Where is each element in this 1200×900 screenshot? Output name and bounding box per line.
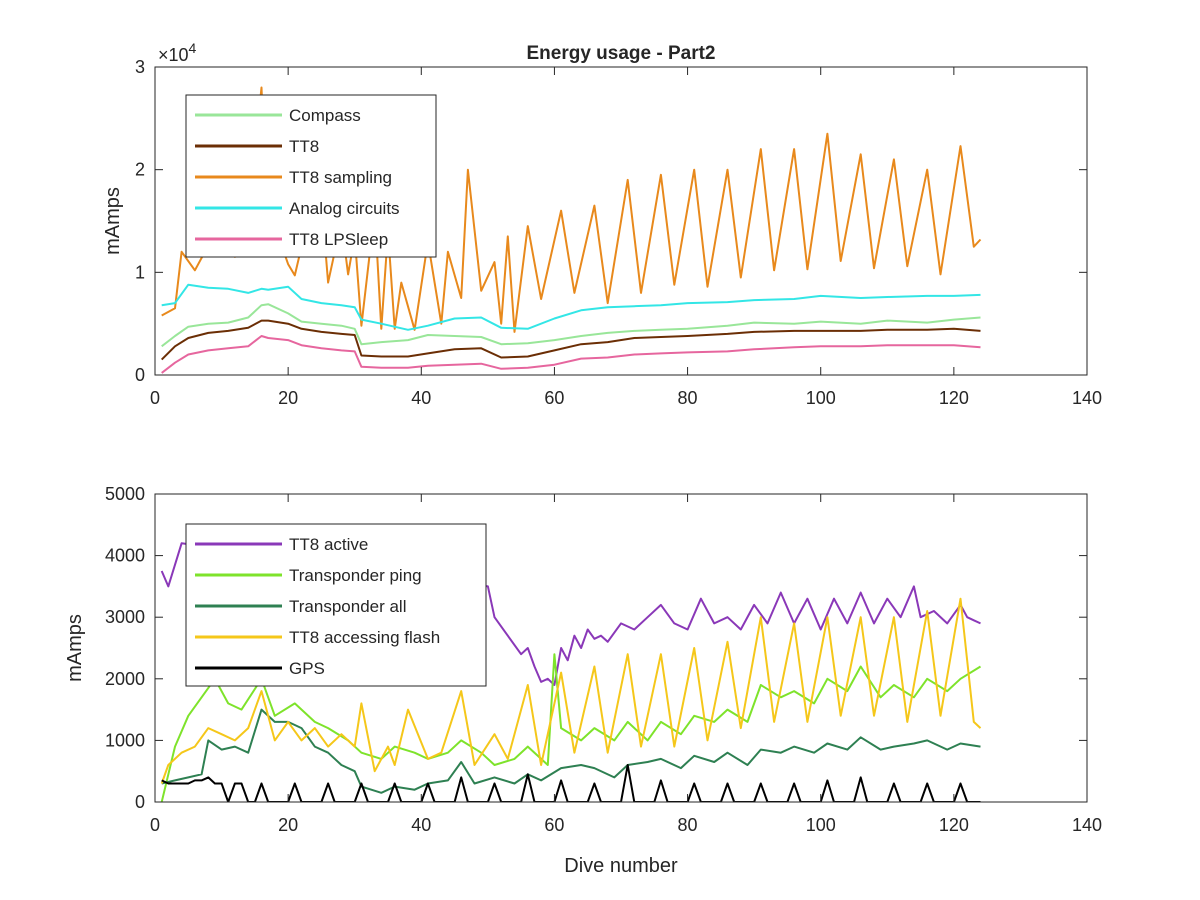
y-tick-label: 3000 xyxy=(105,607,145,627)
axes-box xyxy=(154,493,1088,803)
series-line-tt8-lpsleep xyxy=(161,335,981,374)
y-tick-label: 0 xyxy=(135,365,145,385)
y-tick-label: 5000 xyxy=(105,484,145,504)
series-line-tt8 xyxy=(160,319,981,361)
x-tick-label: 40 xyxy=(411,815,431,835)
x-tick-label: 0 xyxy=(150,388,160,408)
bottom-chart: 0 20 40 60 80 100 120 140 0 1000 2000 3000 4000 5000 D… xyxy=(64,484,1102,877)
series-group xyxy=(160,542,982,802)
legend-label-tt8-accessing-flash: TT8 accessing flash xyxy=(289,628,440,647)
x-tick-label: 100 xyxy=(806,388,836,408)
series-line-tt8-sampling xyxy=(161,86,982,333)
y-tick-label: 1000 xyxy=(105,730,145,750)
legend: TT8 active Transponder ping Transponder al… xyxy=(185,523,487,687)
x-tick-label: 120 xyxy=(939,388,969,408)
chart-title: Energy usage - Part2 xyxy=(526,43,715,64)
x-tick-label: 20 xyxy=(278,388,298,408)
y-tick-label: 0 xyxy=(135,792,145,812)
x-tick-label: 140 xyxy=(1072,388,1102,408)
legend-label-compass: Compass xyxy=(289,106,361,125)
legend-label-tt8-lpsleep: TT8 LPSleep xyxy=(289,230,388,249)
x-tick-label: 80 xyxy=(678,388,698,408)
y-tick-label: 1 xyxy=(135,262,145,282)
x-tick-label: 60 xyxy=(544,815,564,835)
axes-box xyxy=(154,66,1088,376)
x-tick-label: 80 xyxy=(678,815,698,835)
series-line-analog-circuits xyxy=(161,283,981,331)
y-axis-label: mAmps xyxy=(64,614,86,682)
legend-label-analog-circuits: Analog circuits xyxy=(289,199,400,218)
x-axis-label: Dive number xyxy=(564,855,678,877)
series-line-transponder-all xyxy=(161,708,981,794)
x-tick-label: 0 xyxy=(150,815,160,835)
series-group xyxy=(160,86,982,374)
y-tick-label: 3 xyxy=(135,57,145,77)
series-line-gps xyxy=(161,764,981,802)
legend-label-tt8-active: TT8 active xyxy=(289,535,368,554)
y-tick-label: 4000 xyxy=(105,546,145,566)
y-tick-label: 2000 xyxy=(105,669,145,689)
y-exponent-base: ×10 xyxy=(158,45,189,65)
x-tick-label: 140 xyxy=(1072,815,1102,835)
legend-label-tt8-sampling: TT8 sampling xyxy=(289,168,392,187)
series-line-compass xyxy=(161,303,981,348)
x-tick-label: 100 xyxy=(806,815,836,835)
x-tick-label: 20 xyxy=(278,815,298,835)
y-exponent-label: ×104 xyxy=(158,40,197,65)
y-tick-label: 2 xyxy=(135,160,145,180)
y-exponent-power: 4 xyxy=(189,40,197,56)
x-tick-label: 60 xyxy=(544,388,564,408)
top-chart: 0 20 40 60 80 100 120 140 0 1 2 3 ×104 Energy usage -… xyxy=(102,40,1102,408)
series-line-tt8-accessing-flash xyxy=(160,597,982,784)
legend: Compass TT8 TT8 sampling Analog circuits TT8… xyxy=(185,94,437,258)
y-axis-label: mAmps xyxy=(102,187,124,255)
series-line-tt8-active xyxy=(160,542,981,686)
legend-label-tt8: TT8 xyxy=(289,137,319,156)
legend-label-transponder-ping: Transponder ping xyxy=(289,566,422,585)
x-tick-label: 120 xyxy=(939,815,969,835)
x-tick-label: 40 xyxy=(411,388,431,408)
legend-label-transponder-all: Transponder all xyxy=(289,597,407,616)
legend-label-gps: GPS xyxy=(289,659,325,678)
